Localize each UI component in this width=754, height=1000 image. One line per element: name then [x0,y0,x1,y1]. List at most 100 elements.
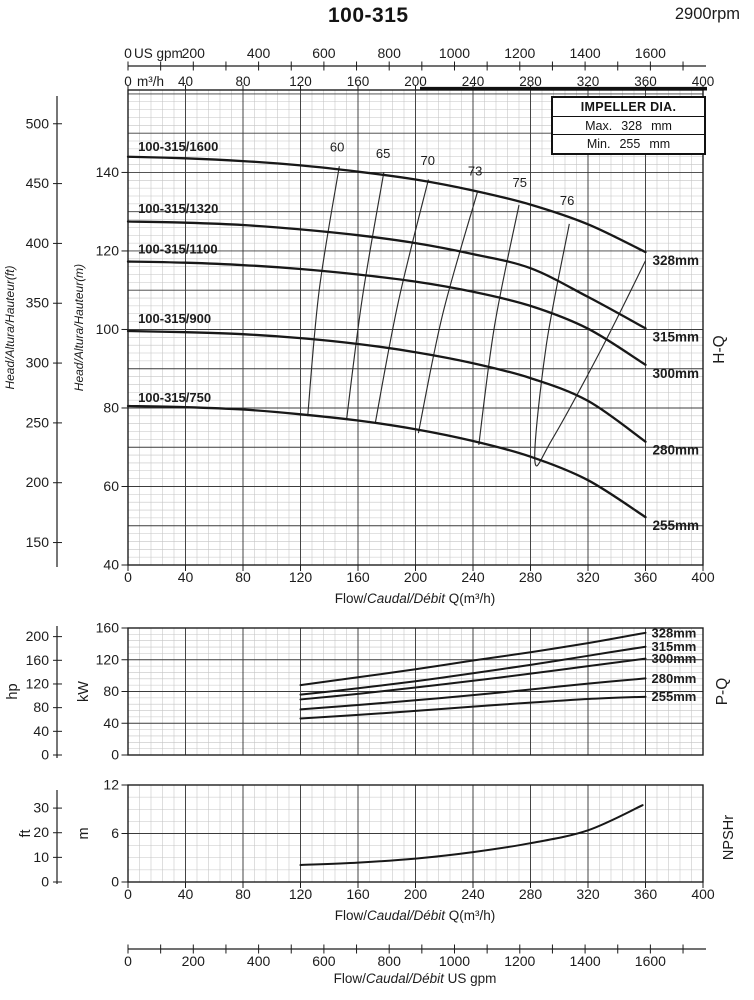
npsh-y-axis-ft: 0 10 20 30 ft [18,790,62,890]
power-curve-255mm [299,695,647,720]
efficiency-label: 73 [468,164,482,179]
tick-label: 160 [346,886,370,902]
tick-label: 0 [111,747,119,763]
efficiency-label: 75 [512,175,526,190]
tick-label: 200 [404,886,428,902]
tick-label: 1400 [570,953,601,969]
caption-italic: Caudal/Débit [367,908,446,923]
diameter-label: 300mm [652,651,697,666]
tick-label: 400 [692,74,715,89]
rpm-label: 2900rpm [674,5,740,23]
pq-y-axis-kw: 0 40 80 120 160 kW [76,620,128,763]
curve-model-label: 100-315/1320 [138,201,218,216]
tick-label: 360 [634,886,658,902]
flow-axis-caption: Flow/Caudal/Débit Q(m³/h) [335,908,496,923]
tick-label: 0 [41,874,49,890]
pq-chart [127,627,704,756]
tick-label: 40 [33,723,49,739]
head-curve-255mm [126,404,647,519]
curve-model-label: 100-315/900 [138,311,211,326]
hq-y-axis-m: 40 60 80 100 120 140 Head/Altura/Hauteur(m) [72,164,128,573]
efficiency-label: 76 [560,193,574,208]
efficiency-line-73 [417,192,478,434]
tick-label: 400 [26,235,50,251]
tick-label: 120 [26,675,50,691]
caption-unit: Q(m³/h) [445,908,495,923]
tick-label: 600 [312,45,336,61]
section-label-hq: H-Q [711,335,728,363]
tick-label: 120 [289,74,312,89]
efficiency-line-75 [478,204,520,445]
impeller-dia-min-row: Min. 255 mm [553,135,704,153]
tick-label: 240 [461,886,485,902]
tick-label: 1000 [439,45,470,61]
axis-title-head-ft: Head/Altura/Hauteur(ft) [3,265,17,389]
tick-label: 80 [103,399,119,415]
tick-label: 400 [247,953,271,969]
tick-label: 80 [103,683,119,699]
diameter-label: 315mm [653,329,700,344]
tick-label: 360 [634,569,658,585]
impeller-dia-max-row: Max. 328 mm [553,117,704,136]
tick-label: 6 [111,825,119,841]
tick-label: 160 [346,569,370,585]
hq-labels: 100-315/1600 328mm 100-315/1320 315mm 100-31… [138,139,699,533]
axis-title-ft: ft [18,829,34,837]
tick-label: 40 [178,569,194,585]
tick-label: 200 [26,474,50,490]
caption-italic: Caudal/Débit [366,971,445,986]
head-curve-280mm [126,329,647,443]
section-label-pq: P-Q [714,678,731,706]
tick-label: 200 [404,74,427,89]
tick-label: 200 [404,569,428,585]
tick-label: 140 [96,164,120,180]
diameter-label: 328mm [653,253,700,268]
axis-title-m: m [76,827,92,839]
diameter-label: 280mm [652,671,697,686]
impeller-min-value: 255 [619,137,641,152]
tick-label: 200 [182,45,206,61]
tick-label: 80 [235,569,251,585]
diameter-label: 315mm [652,639,697,654]
impeller-max-label: Max. [585,118,613,133]
curve-model-label: 100-315/750 [138,390,211,405]
caption-unit: Q(m³/h) [445,591,495,606]
tick-label: 240 [461,569,485,585]
head-curve-300mm [126,260,647,366]
pq-y-axis-hp: 0 40 80 120 160 200 hp [5,626,62,763]
top-m3h-axis: 0 40 80 120 160 200 240 280 320 360 400 m³/h [124,74,714,90]
head-curve-315mm [126,220,647,330]
tick-label: 60 [103,478,119,494]
tick-label: 200 [26,628,50,644]
tick-label: 80 [235,74,250,89]
power-curve-328mm [299,631,647,687]
axis-unit-label: US gpm [134,46,183,61]
tick-label: 1200 [504,953,535,969]
caption-italic: Caudal/Débit [367,591,446,606]
npsh-curve [299,804,644,867]
tick-label: 40 [103,557,119,573]
power-curve-315mm [299,645,647,696]
tick-label: 250 [26,414,50,430]
tick-label: 150 [26,534,50,550]
tick-label: 450 [26,175,50,191]
caption-plain: Flow/ [334,971,367,986]
efficiency-line-60 [307,166,340,417]
tick-label: 0 [124,953,132,969]
npsh-chart [127,784,704,883]
efficiency-label: 60 [330,140,344,155]
top-usgpm-axis: 0 200 400 600 800 1000 1200 1400 1600 US gpm [124,45,706,71]
axis-title-head-m: Head/Altura/Hauteur(m) [72,264,86,391]
tick-label: 80 [235,886,251,902]
tick-label: 360 [634,74,657,89]
diameter-label: 255mm [653,518,700,533]
tick-label: 500 [26,115,50,131]
hq-x-axis: 0 40 80 120 160 200 240 280 320 360 400 Flow/Caudal… [124,565,715,606]
flow-usgpm-caption: Flow/Caudal/Débit US gpm [334,971,497,986]
flow-axis-caption: Flow/Caudal/Débit Q(m³/h) [335,591,496,606]
tick-label: 0 [111,874,119,890]
tick-label: 1600 [635,953,666,969]
impeller-dia-box: IMPELLER DIA. Max. 328 mm Min. 255 mm [551,96,706,155]
section-labels: H-Q P-Q NPSHr [711,335,737,860]
